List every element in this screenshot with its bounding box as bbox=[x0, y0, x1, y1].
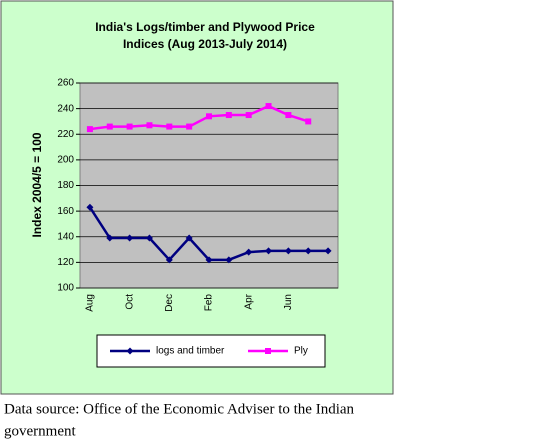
y-tick-label: 160 bbox=[57, 206, 74, 217]
y-tick-label: 180 bbox=[57, 180, 74, 191]
legend-label: logs and timber bbox=[156, 346, 225, 357]
marker bbox=[285, 112, 292, 119]
marker bbox=[206, 113, 212, 120]
marker bbox=[106, 234, 114, 242]
series-line bbox=[89, 104, 309, 131]
marker bbox=[245, 112, 252, 119]
y-tick-label: 260 bbox=[57, 78, 74, 89]
y-tick-label: 220 bbox=[57, 129, 74, 140]
marker bbox=[225, 112, 232, 119]
chart-title: Indices (Aug 2013-July 2014) bbox=[123, 37, 287, 51]
marker bbox=[166, 123, 173, 130]
y-axis-label: Index 2004/5 = 100 bbox=[30, 132, 44, 237]
caption: government bbox=[4, 423, 76, 439]
caption: Data source: Office of the Economic Advi… bbox=[4, 401, 355, 417]
marker bbox=[305, 118, 312, 125]
x-tick-label: Feb bbox=[204, 294, 215, 312]
marker bbox=[126, 347, 134, 355]
marker bbox=[186, 123, 193, 130]
y-tick-label: 140 bbox=[57, 231, 74, 242]
marker bbox=[304, 247, 312, 255]
marker bbox=[265, 103, 272, 110]
marker bbox=[225, 256, 233, 264]
y-tick-label: 200 bbox=[57, 155, 74, 166]
x-tick-label: Jun bbox=[283, 294, 294, 310]
marker bbox=[126, 123, 133, 130]
marker bbox=[265, 247, 273, 255]
y-tick-label: 120 bbox=[57, 257, 74, 268]
marker bbox=[146, 122, 153, 129]
marker bbox=[106, 123, 113, 130]
marker bbox=[86, 203, 94, 211]
chart-title: India's Logs/timber and Plywood Price bbox=[95, 20, 315, 34]
marker bbox=[185, 234, 193, 242]
x-tick-label: Apr bbox=[243, 293, 254, 309]
marker bbox=[324, 247, 332, 255]
x-tick-label: Oct bbox=[124, 294, 135, 310]
y-tick-label: 100 bbox=[57, 283, 74, 294]
marker bbox=[265, 348, 271, 354]
marker bbox=[86, 126, 93, 133]
marker bbox=[126, 234, 134, 242]
marker bbox=[205, 256, 213, 264]
marker bbox=[145, 234, 153, 242]
x-tick-label: Dec bbox=[164, 294, 175, 312]
marker bbox=[284, 247, 292, 255]
y-tick-label: 240 bbox=[57, 103, 74, 114]
legend-label: Ply bbox=[294, 346, 308, 357]
marker bbox=[245, 248, 253, 256]
marker bbox=[165, 256, 173, 264]
x-tick-label: Aug bbox=[85, 294, 96, 312]
